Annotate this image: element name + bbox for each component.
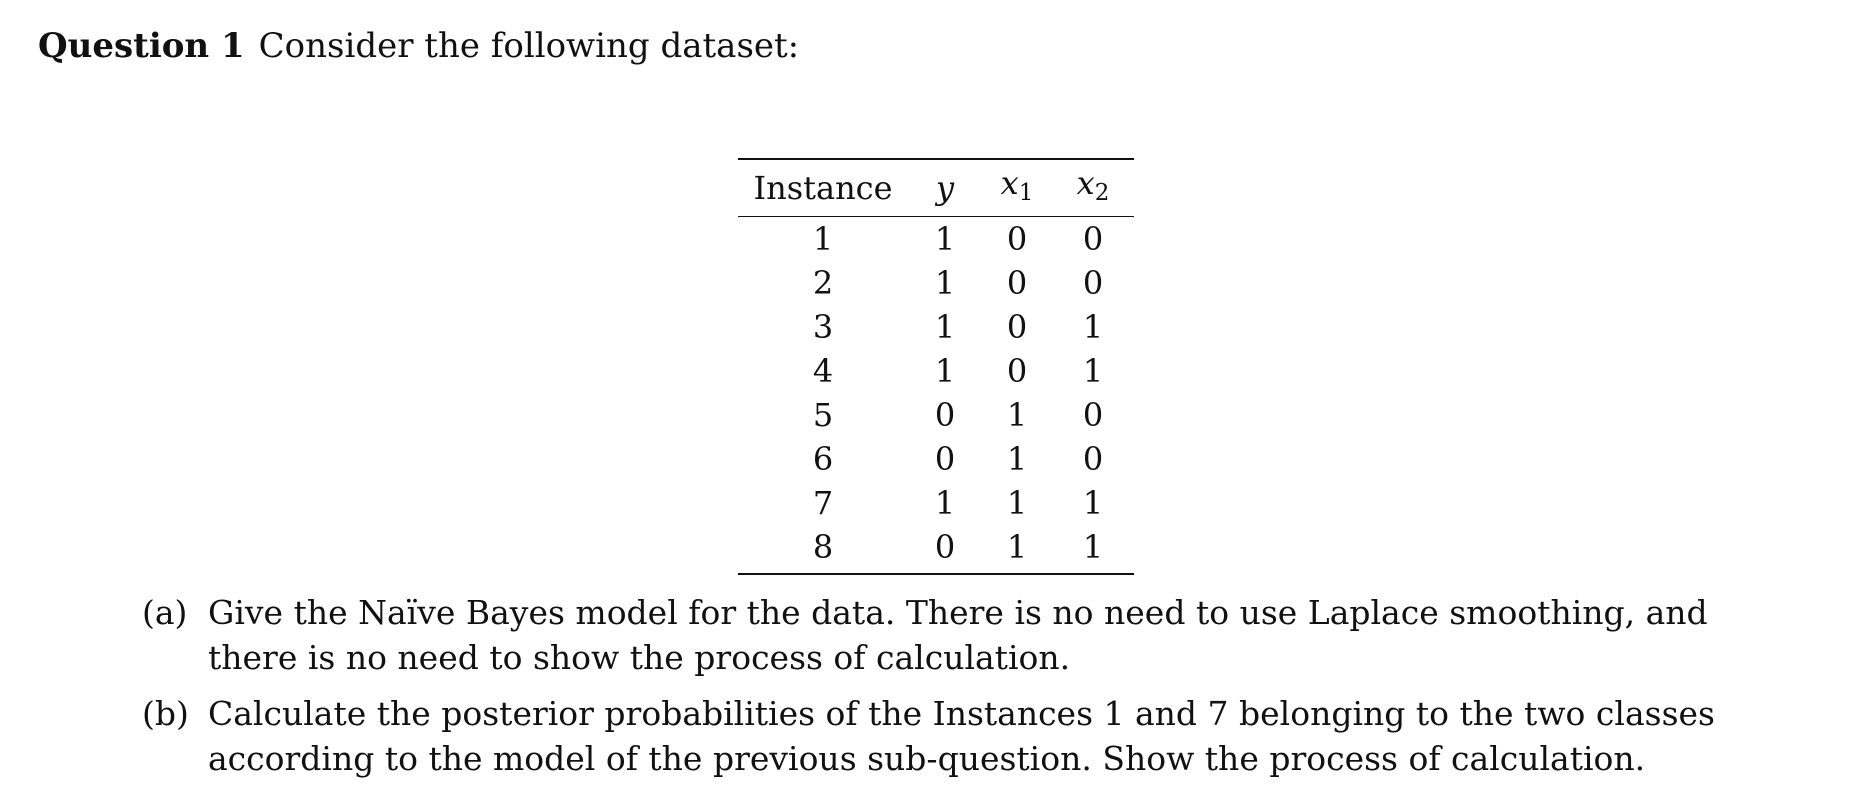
cell-instance: 7 [812, 483, 834, 522]
cell-x2: 1 [1082, 307, 1104, 346]
table-row: 6 0 1 0 [738, 437, 1134, 481]
cell-y: 1 [934, 219, 956, 258]
cell-instance: 3 [812, 307, 834, 346]
table-row: 5 0 1 0 [738, 393, 1134, 437]
subquestion-a: (a) Give the Naïve Bayes model for the d… [142, 590, 1752, 680]
table-row: 7 1 1 1 [738, 481, 1134, 525]
cell-x2: 0 [1082, 219, 1104, 258]
table-row: 1 1 0 0 [738, 216, 1134, 261]
header-instance: Instance [753, 168, 893, 207]
header-y: y [935, 168, 955, 207]
cell-instance: 2 [812, 263, 834, 302]
cell-x1: 1 [1006, 527, 1028, 566]
header-x2: x2 [1052, 159, 1134, 216]
table-header-row: Instance y x1 x2 [738, 159, 1134, 217]
question-label: Question 1 [38, 26, 245, 66]
table-row: 8 0 1 1 [738, 525, 1134, 574]
cell-y: 0 [934, 395, 956, 434]
cell-instance: 6 [812, 439, 834, 478]
question-header: Question 1 Consider the following dataset… [38, 26, 799, 66]
cell-y: 0 [934, 527, 956, 566]
cell-y: 1 [934, 307, 956, 346]
cell-x1: 0 [1006, 263, 1028, 302]
header-x1-sub: 1 [1018, 179, 1034, 206]
cell-x2: 1 [1082, 527, 1104, 566]
subquestion-a-text: Give the Naïve Bayes model for the data.… [208, 593, 1708, 677]
cell-x2: 0 [1082, 263, 1104, 302]
header-x2-sub: 2 [1094, 179, 1110, 206]
dataset-table: Instance y x1 x2 1 1 0 0 2 1 0 0 3 1 [738, 158, 1134, 575]
cell-x2: 1 [1082, 351, 1104, 390]
cell-instance: 4 [812, 351, 834, 390]
question-prompt: Consider the following dataset: [258, 26, 800, 66]
header-x2-var: x [1076, 164, 1095, 202]
subquestion-b-text: Calculate the posterior probabilities of… [208, 694, 1715, 778]
cell-y: 0 [934, 439, 956, 478]
table-row: 4 1 0 1 [738, 349, 1134, 393]
header-x1: x1 [982, 159, 1052, 216]
header-x1-var: x [1000, 164, 1019, 202]
cell-x2: 0 [1082, 439, 1104, 478]
cell-y: 1 [934, 263, 956, 302]
cell-x1: 1 [1006, 439, 1028, 478]
cell-x1: 0 [1006, 219, 1028, 258]
cell-y: 1 [934, 483, 956, 522]
cell-instance: 1 [812, 219, 834, 258]
cell-instance: 8 [812, 527, 834, 566]
table-row: 3 1 0 1 [738, 305, 1134, 349]
table-row: 2 1 0 0 [738, 261, 1134, 305]
cell-x1: 1 [1006, 395, 1028, 434]
cell-x1: 0 [1006, 351, 1028, 390]
cell-x2: 1 [1082, 483, 1104, 522]
subquestion-b: (b) Calculate the posterior probabilitie… [142, 691, 1752, 781]
cell-y: 1 [934, 351, 956, 390]
subquestion-b-marker: (b) [142, 694, 189, 733]
cell-x2: 0 [1082, 395, 1104, 434]
cell-x1: 0 [1006, 307, 1028, 346]
subquestion-a-marker: (a) [142, 593, 188, 632]
cell-instance: 5 [812, 395, 834, 434]
cell-x1: 1 [1006, 483, 1028, 522]
